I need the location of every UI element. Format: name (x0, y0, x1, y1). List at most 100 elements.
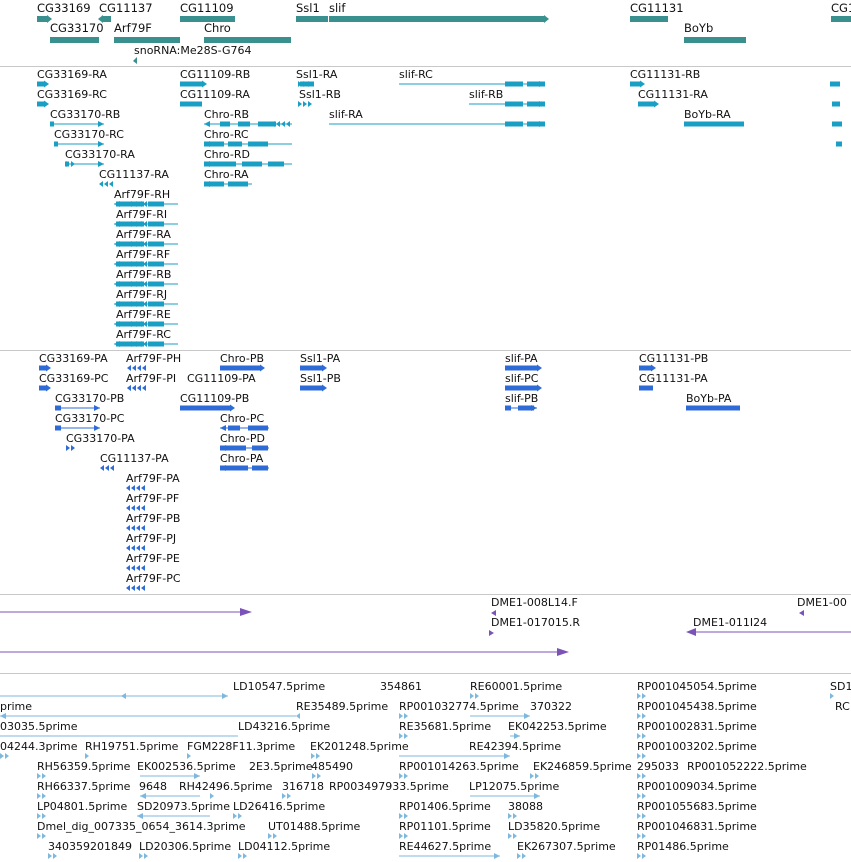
strand-arrow-left[interactable] (220, 425, 226, 431)
feature-label[interactable]: BoYb-PA (686, 392, 732, 405)
chevron-right-icon[interactable] (637, 733, 641, 739)
chevron-right-icon[interactable] (637, 693, 641, 699)
feature-label[interactable]: Chro-PC (220, 412, 265, 425)
feature-block[interactable] (37, 16, 47, 22)
feature-label[interactable]: Ssl1-RB (299, 88, 341, 101)
chevron-right-icon[interactable] (830, 693, 834, 699)
feature-label[interactable]: Ssl1-PB (300, 372, 341, 385)
feature-label[interactable]: CG11109-PA (187, 372, 256, 385)
strand-arrow-left[interactable] (114, 321, 120, 327)
feature-label[interactable]: EK267307.5prime (517, 840, 616, 853)
feature-label[interactable]: CG33169-PA (39, 352, 108, 365)
chevron-left-icon[interactable] (143, 241, 147, 247)
feature-block[interactable] (639, 385, 653, 391)
chevron-right-icon[interactable] (42, 813, 46, 819)
feature-label[interactable]: RH56359.5prime (37, 760, 131, 773)
chevron-left-icon[interactable] (136, 525, 140, 531)
feature-block[interactable] (114, 37, 180, 43)
feature-block[interactable] (830, 81, 840, 87)
chevron-right-icon[interactable] (513, 813, 517, 819)
strand-arrow-left[interactable] (204, 141, 210, 147)
chevron-right-icon[interactable] (66, 161, 70, 167)
feature-label[interactable]: RE42394.5prime (469, 740, 562, 753)
feature-label[interactable]: prime (0, 700, 33, 713)
feature-block[interactable] (50, 121, 54, 127)
feature-block[interactable] (252, 445, 268, 451)
feature-label[interactable]: CG33169-RA (37, 68, 107, 81)
chevron-right-icon[interactable] (404, 773, 408, 779)
chevron-left-icon[interactable] (136, 505, 140, 511)
feature-label[interactable]: slif-RB (469, 88, 504, 101)
feature-label[interactable]: Arf79F-PI (126, 372, 177, 385)
feature-label[interactable]: RH66337.5prime (37, 780, 131, 793)
feature-block[interactable] (103, 16, 111, 22)
chevron-left-icon[interactable] (128, 221, 132, 227)
feature-label[interactable]: BoYb (684, 21, 714, 35)
chevron-right-icon[interactable] (642, 693, 646, 699)
chevron-left-icon[interactable] (128, 261, 132, 267)
chevron-left-icon[interactable] (110, 465, 114, 471)
feature-label[interactable]: CG11131-PB (639, 352, 709, 365)
chevron-left-icon[interactable] (99, 181, 103, 187)
chevron-right-icon[interactable] (508, 833, 512, 839)
chevron-right-icon[interactable] (0, 753, 4, 759)
feature-block[interactable] (505, 365, 537, 371)
feature-block[interactable] (684, 37, 746, 43)
feature-label[interactable]: CG33170-RA (65, 148, 135, 161)
chevron-right-icon[interactable] (642, 793, 646, 799)
feature-label[interactable]: Arf79F-RC (116, 328, 171, 341)
chevron-left-icon[interactable] (126, 585, 130, 591)
feature-label[interactable]: Chro-PA (220, 452, 264, 465)
feature-label[interactable]: RP01101.5prime (399, 820, 491, 833)
strand-arrow-right[interactable] (534, 793, 540, 799)
feature-label[interactable]: RH42496.5prime (179, 780, 273, 793)
feature-label[interactable]: RE44627.5prime (399, 840, 492, 853)
chevron-right-icon[interactable] (637, 853, 641, 859)
feature-label[interactable]: Ssl1-PA (300, 352, 341, 365)
chevron-left-icon[interactable] (286, 121, 290, 127)
chevron-right-icon[interactable] (637, 753, 641, 759)
chevron-left-icon[interactable] (128, 301, 132, 307)
strand-arrow-right[interactable] (514, 733, 520, 739)
chevron-left-icon[interactable] (138, 201, 142, 207)
feature-block[interactable] (630, 81, 640, 87)
feature-label[interactable]: RP001002831.5prime (637, 720, 757, 733)
feature-label[interactable]: CG33170-RB (50, 108, 121, 121)
chevron-right-icon[interactable] (282, 793, 286, 799)
strand-arrow-right[interactable] (640, 80, 645, 88)
feature-label[interactable]: 04244.3prime (0, 740, 78, 753)
feature-label[interactable]: slif-RA (329, 108, 363, 121)
feature-label[interactable]: DME1-011I24 (693, 616, 768, 629)
chevron-left-icon[interactable] (138, 221, 142, 227)
feature-label[interactable]: SD20973.5prime (137, 800, 230, 813)
feature-label[interactable]: EK042253.5prime (508, 720, 607, 733)
strand-arrow-left[interactable] (114, 261, 120, 267)
feature-label[interactable]: RC (835, 700, 850, 713)
strand-arrow-right[interactable] (46, 364, 51, 372)
strand-arrow-left[interactable] (114, 301, 120, 307)
chevron-right-icon[interactable] (144, 853, 148, 859)
strand-arrow-right[interactable] (47, 15, 52, 23)
chevron-right-icon[interactable] (37, 793, 41, 799)
chevron-left-icon[interactable] (133, 201, 137, 207)
strand-arrow-right[interactable] (98, 141, 104, 147)
feature-block[interactable] (180, 81, 202, 87)
chevron-left-icon[interactable] (131, 505, 135, 511)
strand-arrow-left[interactable] (114, 241, 120, 247)
chevron-right-icon[interactable] (637, 713, 641, 719)
chevron-left-icon[interactable] (127, 365, 131, 371)
chevron-left-icon[interactable] (143, 201, 147, 207)
chevron-left-icon[interactable] (121, 693, 126, 699)
feature-label[interactable]: DME1-017015.R (491, 616, 581, 629)
feature-block[interactable] (505, 405, 511, 411)
feature-block[interactable] (258, 121, 276, 127)
feature-label[interactable]: RP003497933.5prime (329, 780, 449, 793)
feature-block[interactable] (527, 101, 545, 107)
feature-label[interactable]: CG33169-PC (39, 372, 109, 385)
chevron-left-icon[interactable] (143, 321, 147, 327)
feature-block[interactable] (50, 37, 99, 43)
chevron-right-icon[interactable] (399, 833, 403, 839)
strand-arrow-right[interactable] (531, 405, 537, 411)
chevron-right-icon[interactable] (273, 833, 277, 839)
